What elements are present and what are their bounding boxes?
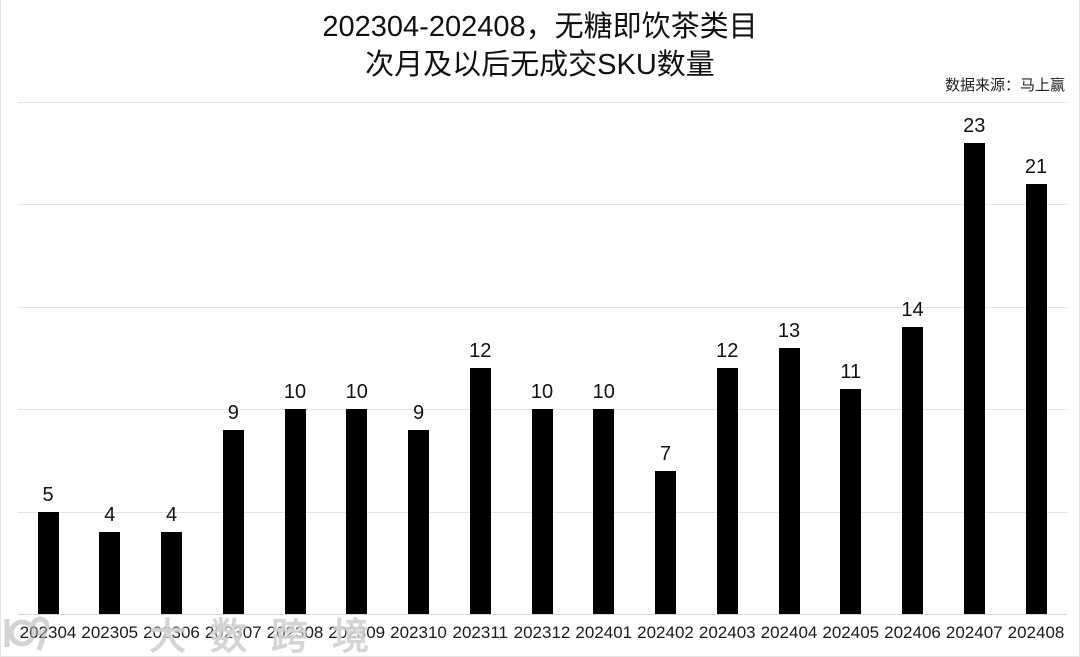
bar <box>902 327 923 614</box>
x-axis-tick-label: 202306 <box>143 623 200 642</box>
bar-value-label: 12 <box>716 340 739 362</box>
bar <box>161 532 182 614</box>
x-axis-tick-label: 202309 <box>328 623 386 642</box>
bar <box>346 409 368 614</box>
bar-value-label: 11 <box>840 360 862 383</box>
bar <box>655 470 676 614</box>
bar-value-label: 23 <box>963 114 986 137</box>
x-axis-tick-label: 202403 <box>698 623 756 642</box>
bar-value-label: 5 <box>42 483 54 506</box>
bar-value-label: 9 <box>227 401 239 424</box>
data-source-note: 数据来源：马上赢 <box>944 77 1065 94</box>
bar <box>99 532 121 614</box>
chart-title: 202304-202408，无糖即饮茶类目 次月及以后无成交SKU数量 <box>1 8 1079 84</box>
x-axis-tick-label: 202305 <box>81 623 139 642</box>
x-axis-tick-label: 202310 <box>390 623 447 642</box>
x-axis-tick-label: 202304 <box>19 623 77 642</box>
bar <box>469 368 491 614</box>
chart-title-line2: 次月及以后无成交SKU数量 <box>365 49 715 81</box>
gridline <box>18 306 1067 308</box>
bar-value-label: 9 <box>412 401 425 424</box>
x-axis-tick-label: 202405 <box>822 623 880 642</box>
bar-value-label: 13 <box>777 319 801 342</box>
bar <box>1025 183 1047 614</box>
bar <box>963 142 985 614</box>
x-axis-line <box>18 614 1067 615</box>
bar <box>778 347 800 614</box>
bar-value-label: 4 <box>165 504 178 526</box>
x-axis-tick-label: 202308 <box>266 623 324 642</box>
x-axis-tick-label: 202307 <box>204 623 262 642</box>
x-axis-tick-label: 202311 <box>452 623 508 642</box>
bar-value-label: 12 <box>469 340 492 362</box>
chart-title-line1: 202304-202408，无糖即饮茶类目 <box>322 11 758 43</box>
x-axis-tick-label: 202407 <box>945 623 1003 642</box>
x-axis-tick-label: 202312 <box>513 623 571 642</box>
bar <box>716 368 738 614</box>
bar-value-label: 7 <box>659 442 672 465</box>
bar-value-label: 10 <box>283 381 307 403</box>
bar-value-label: 4 <box>104 504 116 526</box>
bar <box>531 409 553 614</box>
x-axis-tick-label: 202404 <box>760 623 818 642</box>
bar-value-label: 14 <box>901 299 924 321</box>
bar-value-label: 10 <box>530 381 554 403</box>
bar-value-label: 21 <box>1024 155 1048 178</box>
bar <box>840 388 862 614</box>
bar <box>284 409 306 614</box>
bar <box>222 429 244 614</box>
x-axis-tick-label: 202406 <box>884 623 941 642</box>
x-axis-tick-label: 202401 <box>575 623 633 642</box>
bar <box>593 409 615 614</box>
gridline <box>18 101 1067 103</box>
bar-value-label: 10 <box>592 381 615 403</box>
bar <box>37 511 59 614</box>
bar-value-label: 10 <box>345 381 368 403</box>
x-axis-tick-label: 202402 <box>637 623 694 642</box>
bar <box>408 429 429 614</box>
x-axis-tick-label: 202408 <box>1007 623 1065 642</box>
gridline <box>18 204 1067 205</box>
